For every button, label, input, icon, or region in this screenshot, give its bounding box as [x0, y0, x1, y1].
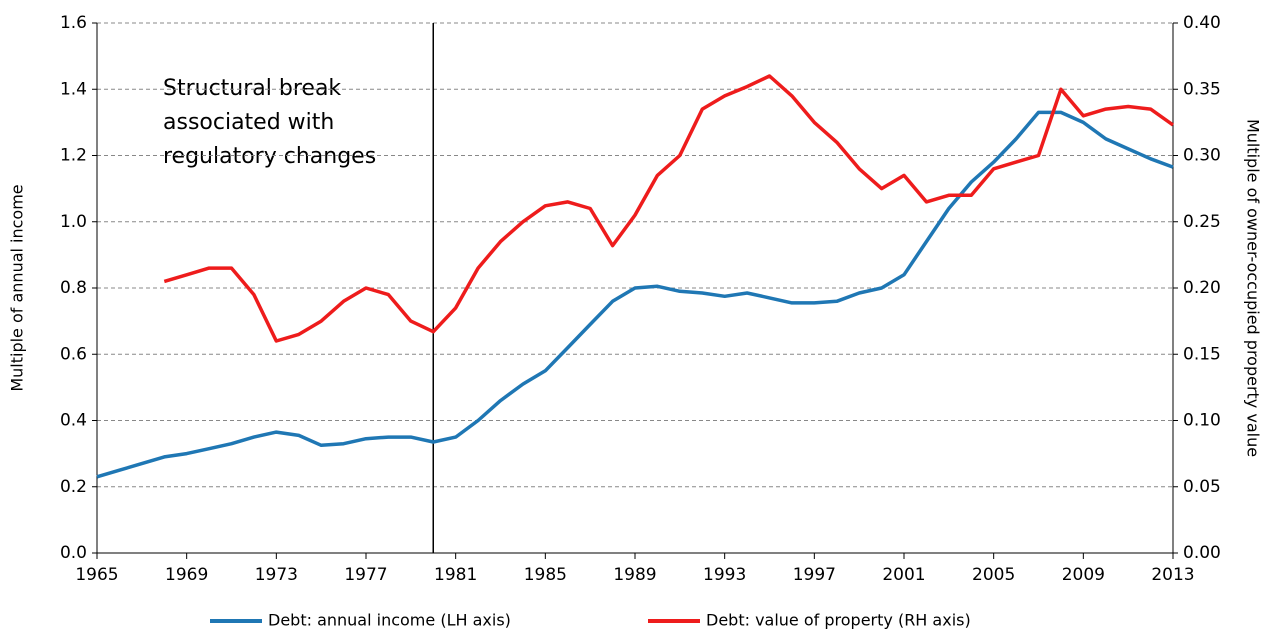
y-tick-label: 0.0 — [60, 543, 87, 563]
x-tick-label: 2005 — [972, 565, 1015, 585]
annotation: Structural break — [163, 76, 341, 101]
y2-tick-label: 0.00 — [1183, 543, 1221, 563]
y2-tick-label: 0.30 — [1183, 146, 1221, 166]
legend-label: Debt: value of property (RH axis) — [706, 611, 971, 630]
y2-tick-label: 0.20 — [1183, 278, 1221, 298]
y-tick-label: 0.6 — [60, 344, 87, 364]
y-tick-label: 1.4 — [60, 79, 87, 99]
annotation: associated with — [163, 110, 334, 135]
annotation: regulatory changes — [163, 144, 376, 169]
series-line — [163, 74, 1175, 343]
x-tick-label: 2013 — [1151, 565, 1194, 585]
y-tick-label: 1.0 — [60, 212, 87, 232]
y2-tick-label: 0.05 — [1183, 477, 1221, 497]
x-tick-label: 1997 — [793, 565, 836, 585]
x-tick-label: 2009 — [1062, 565, 1105, 585]
x-tick-label: 1989 — [613, 565, 656, 585]
y-tick-label: 0.2 — [60, 477, 87, 497]
x-tick-label: 1973 — [255, 565, 298, 585]
series-line — [96, 110, 1174, 479]
y2-tick-label: 0.40 — [1183, 13, 1221, 33]
y-tick-label: 0.8 — [60, 278, 87, 298]
x-tick-label: 1985 — [524, 565, 567, 585]
x-tick-label: 1965 — [75, 565, 118, 585]
x-tick-label: 1969 — [165, 565, 208, 585]
y2-axis-label: Multiple of owner-occupied property valu… — [1244, 119, 1263, 457]
y-tick-label: 1.6 — [60, 13, 87, 33]
y-axis-label: Multiple of annual income — [8, 184, 27, 391]
y2-tick-label: 0.10 — [1183, 411, 1221, 431]
y2-tick-label: 0.25 — [1183, 212, 1221, 232]
y-tick-label: 0.4 — [60, 411, 87, 431]
y-tick-label: 1.2 — [60, 146, 87, 166]
y2-tick-label: 0.35 — [1183, 79, 1221, 99]
x-tick-label: 1981 — [434, 565, 477, 585]
x-tick-label: 2001 — [882, 565, 925, 585]
x-tick-label: 1993 — [703, 565, 746, 585]
legend-label: Debt: annual income (LH axis) — [268, 611, 511, 630]
y2-tick-label: 0.15 — [1183, 344, 1221, 364]
x-tick-label: 1977 — [344, 565, 387, 585]
